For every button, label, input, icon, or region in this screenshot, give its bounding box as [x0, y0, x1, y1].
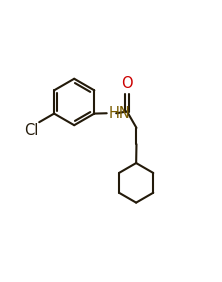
Text: O: O [121, 76, 133, 91]
Text: HN: HN [109, 106, 131, 121]
Text: Cl: Cl [24, 123, 38, 138]
